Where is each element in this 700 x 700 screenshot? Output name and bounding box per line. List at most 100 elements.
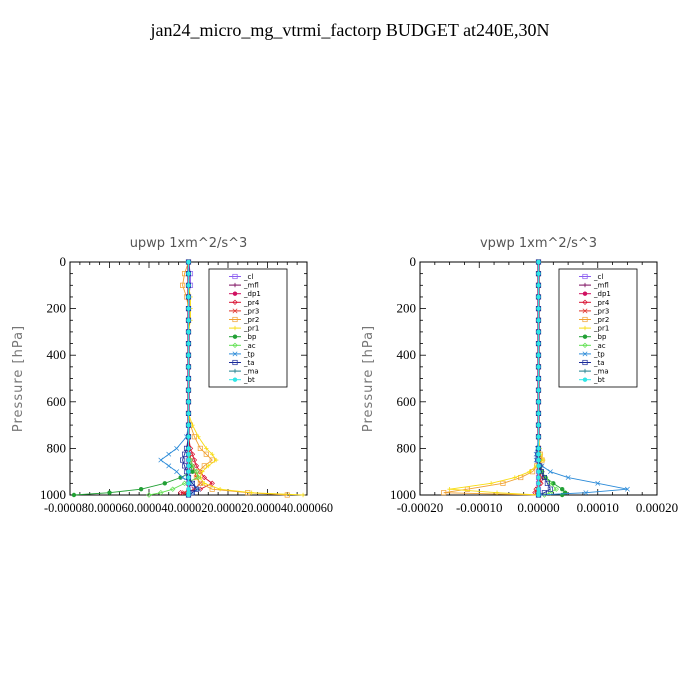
data-point <box>186 422 191 428</box>
data-point <box>204 446 209 451</box>
data-point <box>536 341 541 346</box>
legend-marker <box>582 325 588 331</box>
x-tick-label: 0.00000 <box>517 500 559 515</box>
legend-marker <box>232 359 238 366</box>
data-point <box>162 481 167 486</box>
legend-marker <box>232 282 238 288</box>
y-tick-label: 0 <box>60 254 67 269</box>
data-point <box>583 490 589 496</box>
data-point <box>536 294 541 300</box>
data-point <box>213 457 219 463</box>
data-point <box>107 490 112 495</box>
chart-panel-2: vpwp 1xm^2/s^3 Pressure [hPa] 0 200 400 600 80… <box>361 236 678 515</box>
legend-label: _ac <box>243 342 256 350</box>
data-point <box>547 489 554 496</box>
data-point <box>186 486 191 492</box>
data-point <box>146 492 152 498</box>
legend-label: _pr2 <box>243 316 259 324</box>
legend-box <box>558 268 638 388</box>
y-tick-label: 600 <box>397 394 417 409</box>
data-point <box>191 457 198 463</box>
x-tick-labels: -0.000080.000060.000040.000020.000020.00… <box>44 500 333 515</box>
data-point <box>186 283 191 288</box>
legend-label: _cl <box>593 273 603 281</box>
legend-marker <box>232 342 238 348</box>
x-tick-label: -0.00020 <box>397 500 444 515</box>
data-point <box>200 469 205 474</box>
data-point <box>441 490 447 496</box>
data-point <box>180 457 186 463</box>
data-point <box>494 490 500 495</box>
series-tp <box>158 259 201 498</box>
data-point <box>536 283 541 288</box>
legend-marker <box>232 299 238 305</box>
page-title: jan24_micro_mg_vtrmi_factorp BUDGET at24… <box>150 20 550 40</box>
legend-label: _bp <box>593 333 607 341</box>
legend-marker <box>582 351 588 357</box>
series-pr2 <box>441 259 545 498</box>
data-point <box>170 486 176 492</box>
data-point <box>186 492 191 498</box>
x-tick-label: 0.00010 <box>577 500 619 515</box>
legend-marker <box>232 308 238 314</box>
series-bp <box>71 259 195 498</box>
data-point <box>512 475 517 480</box>
series-pr3 <box>182 259 203 498</box>
y-tick-label: 200 <box>47 301 67 316</box>
data-point <box>186 364 191 370</box>
series-bt <box>186 259 191 498</box>
y-tick-label: 800 <box>397 440 417 455</box>
series-bt <box>536 259 541 498</box>
data-point <box>536 457 541 463</box>
y-tick-label: 800 <box>47 440 67 455</box>
data-point <box>197 445 203 451</box>
data-point <box>193 469 200 475</box>
legend-label: _pr1 <box>243 325 259 333</box>
data-point <box>186 271 191 276</box>
y-axis-label: Pressure [hPa] <box>11 325 26 432</box>
legend-label: _pr4 <box>593 299 610 307</box>
legend-marker <box>582 334 588 339</box>
data-point <box>202 481 207 486</box>
data-point <box>209 486 215 492</box>
legend-marker <box>232 334 238 339</box>
data-point <box>536 364 541 370</box>
data-point <box>209 480 215 487</box>
legend-label: _dp1 <box>243 290 261 298</box>
data-point <box>300 492 306 498</box>
legend-marker <box>582 377 588 382</box>
legend-marker <box>582 273 588 280</box>
data-point <box>536 353 541 358</box>
legend-label: _ac <box>593 342 606 350</box>
series-pr1 <box>447 259 546 498</box>
legend-label: _ta <box>243 359 255 367</box>
data-point <box>186 318 191 323</box>
data-point <box>553 486 559 492</box>
data-point <box>536 411 541 416</box>
data-point <box>186 446 191 451</box>
data-point <box>186 481 191 486</box>
legend-label: _tp <box>243 350 255 358</box>
legend-label: _dp1 <box>593 290 611 298</box>
chart-title: vpwp 1xm^2/s^3 <box>480 236 597 251</box>
legend-label: _ma <box>243 368 259 376</box>
legend: _cl_mfl_dp1_pr4_pr3_pr2_pr1_bp_ac_tp_ta_… <box>208 268 288 388</box>
legend-label: _pr1 <box>593 325 609 333</box>
legend-label: _mfl <box>243 282 259 290</box>
data-point <box>536 486 541 492</box>
y-tick-label: 1000 <box>40 487 66 502</box>
data-point <box>536 434 541 439</box>
data-point <box>186 306 191 311</box>
legend-label: _bp <box>243 333 257 341</box>
legend-marker <box>582 359 588 366</box>
legend-label: _pr2 <box>593 316 609 324</box>
y-axis-label: Pressure [hPa] <box>361 325 376 432</box>
data-point <box>206 463 211 469</box>
data-point <box>541 474 547 481</box>
data-point <box>536 387 541 393</box>
legend-label: _pr3 <box>243 307 259 315</box>
data-point <box>201 474 207 481</box>
legend-label: _bt <box>243 376 255 384</box>
data-point <box>186 463 191 469</box>
legend-marker <box>582 291 588 296</box>
